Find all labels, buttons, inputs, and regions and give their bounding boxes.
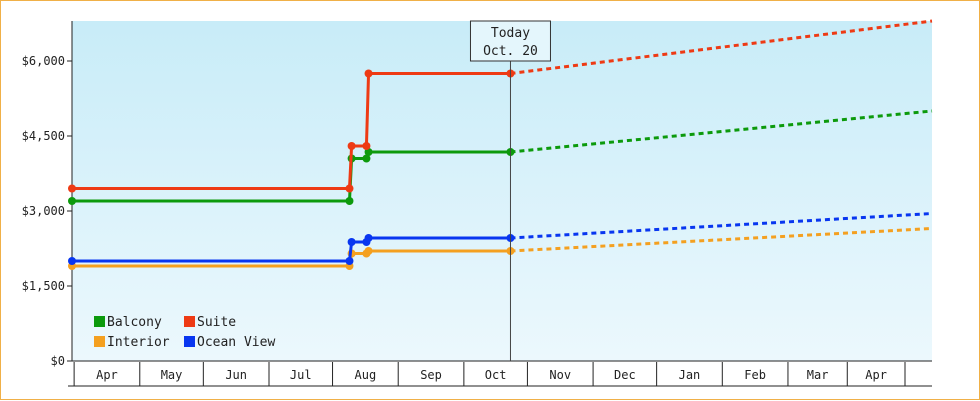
series-forecast-balcony bbox=[510, 109, 933, 154]
legend-label: Balcony bbox=[107, 315, 162, 330]
data-point[interactable] bbox=[347, 238, 356, 246]
today-box bbox=[469, 20, 551, 62]
series-forecast-interior bbox=[510, 227, 933, 253]
series-line-ocean-view bbox=[72, 236, 511, 263]
series-line-suite bbox=[72, 72, 511, 190]
data-point[interactable] bbox=[68, 197, 76, 205]
data-point[interactable] bbox=[364, 247, 373, 255]
month-label: Mar bbox=[807, 368, 829, 382]
data-point[interactable] bbox=[68, 184, 76, 193]
plot-area bbox=[72, 21, 932, 361]
data-point[interactable] bbox=[347, 142, 356, 150]
y-tick-label: $4,500 bbox=[22, 129, 65, 143]
month-label: Jun bbox=[225, 368, 247, 382]
month-label: Dec bbox=[614, 368, 636, 382]
today-label: Today bbox=[491, 26, 530, 41]
legend-label: Suite bbox=[197, 315, 236, 330]
data-point[interactable] bbox=[345, 257, 354, 265]
data-point[interactable] bbox=[345, 184, 354, 193]
y-tick-label: $6,000 bbox=[22, 54, 65, 68]
y-tick-label: $3,000 bbox=[22, 204, 65, 218]
y-tick-label: $1,500 bbox=[22, 279, 65, 293]
data-point[interactable] bbox=[362, 154, 371, 163]
month-label: Sep bbox=[420, 368, 442, 382]
month-label: May bbox=[161, 368, 183, 382]
month-label: Nov bbox=[549, 368, 571, 382]
today-date: Oct. 20 bbox=[483, 44, 538, 59]
y-tick-label: $0 bbox=[51, 354, 65, 368]
month-label: Oct bbox=[485, 368, 507, 382]
month-label: Apr bbox=[96, 368, 118, 382]
data-point[interactable] bbox=[345, 197, 354, 205]
legend-label: Interior bbox=[107, 335, 170, 350]
data-point[interactable] bbox=[68, 257, 76, 265]
data-point[interactable] bbox=[364, 69, 373, 78]
series-line-balcony bbox=[72, 150, 511, 203]
month-label: Aug bbox=[355, 368, 377, 382]
legend-label: Ocean View bbox=[197, 335, 275, 350]
legend-swatch bbox=[184, 336, 195, 347]
data-point[interactable] bbox=[364, 148, 373, 156]
legend-swatch bbox=[184, 316, 195, 327]
legend-swatch bbox=[94, 336, 105, 347]
data-point[interactable] bbox=[364, 234, 373, 242]
month-label: Apr bbox=[865, 368, 887, 382]
series-line-interior bbox=[72, 249, 511, 268]
data-point[interactable] bbox=[362, 142, 371, 150]
legend-swatch bbox=[94, 316, 105, 327]
month-label: Jan bbox=[679, 368, 701, 382]
month-label: Jul bbox=[290, 368, 312, 382]
series-forecast-ocean-view bbox=[510, 212, 933, 240]
month-label: Feb bbox=[744, 368, 766, 382]
series-forecast-suite bbox=[510, 19, 933, 75]
